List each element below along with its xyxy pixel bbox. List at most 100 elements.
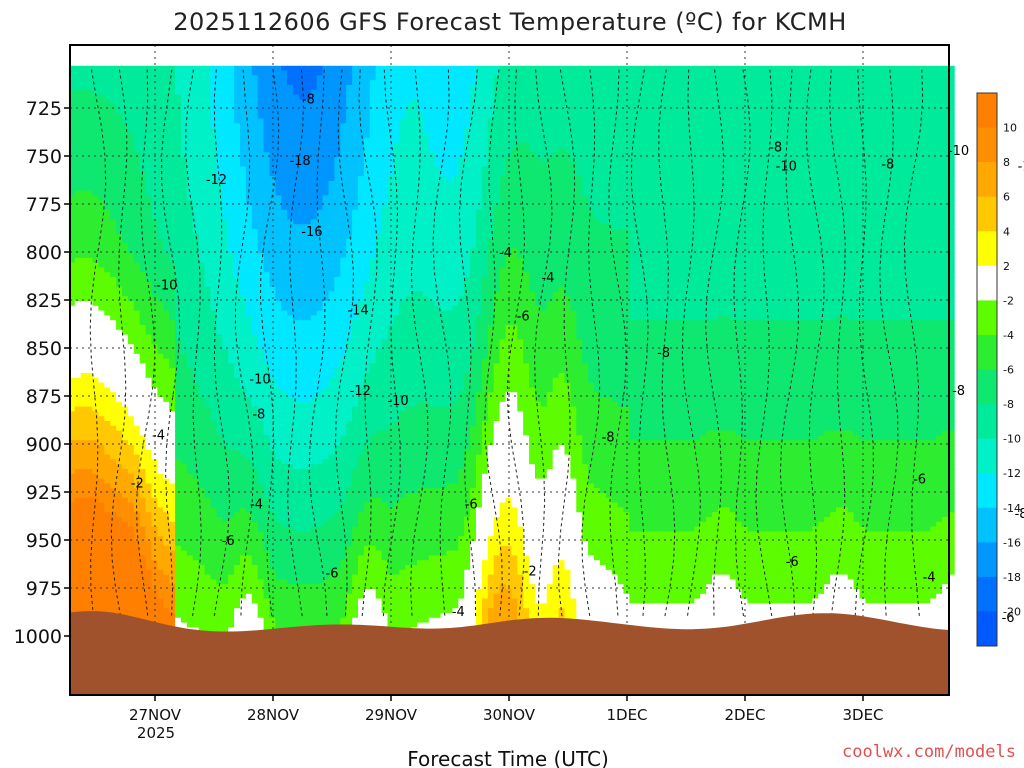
heat-cell xyxy=(181,579,188,585)
heat-cell xyxy=(228,123,235,129)
heat-cell xyxy=(222,589,229,595)
heat-cell xyxy=(116,416,123,422)
heat-cell xyxy=(151,185,159,192)
heat-cell xyxy=(116,75,123,81)
heat-cell xyxy=(175,440,182,446)
heat-cell xyxy=(68,229,76,235)
heat-cell xyxy=(293,598,300,605)
heat-cell xyxy=(245,617,253,624)
heat-cell xyxy=(269,219,277,225)
heat-cell xyxy=(275,89,283,96)
heat-cell xyxy=(234,584,241,590)
heat-cell xyxy=(210,445,218,451)
heat-cell xyxy=(80,584,88,590)
heat-cell xyxy=(133,598,141,605)
heat-cell xyxy=(104,478,111,485)
heat-cell xyxy=(240,262,247,269)
heat-cell xyxy=(68,118,76,125)
heat-cell xyxy=(204,85,212,91)
heat-cell xyxy=(169,445,176,451)
heat-cell xyxy=(86,574,94,581)
heat-cell xyxy=(163,181,170,187)
heat-cell xyxy=(127,430,135,437)
heat-cell xyxy=(169,113,176,120)
heat-cell xyxy=(157,291,165,297)
heat-cell xyxy=(204,478,212,485)
heat-cell xyxy=(122,536,129,542)
heat-cell xyxy=(175,469,182,475)
heat-cell xyxy=(198,565,206,571)
heat-cell xyxy=(181,147,188,153)
heat-cell xyxy=(133,593,141,600)
heat-cell xyxy=(80,214,88,221)
heat-cell xyxy=(310,195,318,201)
heat-cell xyxy=(281,85,288,91)
heat-cell xyxy=(110,109,117,115)
heat-cell xyxy=(222,473,229,480)
heat-cell xyxy=(92,555,100,561)
heat-cell xyxy=(110,133,117,139)
heat-cell xyxy=(210,70,218,77)
heat-cell xyxy=(245,613,253,619)
heat-cell xyxy=(92,267,100,273)
heat-cell xyxy=(74,195,82,201)
heat-cell xyxy=(240,195,247,201)
heat-cell xyxy=(110,363,117,369)
heat-cell xyxy=(245,248,253,254)
heat-cell xyxy=(92,517,100,523)
heat-cell xyxy=(287,157,294,163)
heat-cell xyxy=(281,329,288,336)
heat-cell xyxy=(139,550,147,557)
heat-cell xyxy=(304,574,312,581)
heat-cell xyxy=(198,397,206,403)
heat-cell xyxy=(80,401,88,408)
heat-cell xyxy=(198,142,206,149)
heat-cell xyxy=(263,449,271,456)
heat-cell xyxy=(281,133,288,139)
heat-cell xyxy=(257,123,265,129)
heat-cell xyxy=(163,392,170,398)
heat-cell xyxy=(263,517,271,523)
heat-cell xyxy=(293,185,300,192)
heat-cell xyxy=(310,224,318,230)
heat-cell xyxy=(257,176,265,182)
heat-cell xyxy=(251,65,259,72)
heat-cell xyxy=(157,377,165,384)
heat-cell xyxy=(304,445,312,451)
heat-cell xyxy=(304,253,312,259)
heat-cell xyxy=(222,181,229,187)
heat-cell xyxy=(104,262,111,269)
heat-cell xyxy=(98,507,106,513)
heat-cell xyxy=(204,411,212,417)
heat-cell xyxy=(74,603,82,609)
heat-cell xyxy=(181,248,188,254)
heat-cell xyxy=(240,286,247,293)
heat-cell xyxy=(80,190,88,197)
heat-cell xyxy=(204,421,212,427)
heat-cell xyxy=(98,353,106,360)
heat-cell xyxy=(110,301,117,307)
heat-cell xyxy=(104,387,111,393)
heat-cell xyxy=(281,608,288,614)
heat-cell xyxy=(251,416,259,422)
heat-cell xyxy=(92,161,100,168)
heat-cell xyxy=(263,253,271,259)
heat-cell xyxy=(257,613,265,619)
heat-cell xyxy=(192,320,200,326)
heat-cell xyxy=(216,224,224,230)
heat-cell xyxy=(104,75,111,81)
heat-cell xyxy=(293,464,300,470)
heat-cell xyxy=(74,449,82,456)
heat-cell xyxy=(104,142,111,149)
heat-cell xyxy=(74,454,82,461)
heat-cell xyxy=(80,176,88,182)
heat-cell xyxy=(139,569,147,576)
heat-cell xyxy=(299,579,306,585)
heat-cell xyxy=(104,315,111,321)
heat-cell xyxy=(240,70,247,77)
heat-cell xyxy=(74,161,82,168)
heat-cell xyxy=(133,214,141,221)
heat-cell xyxy=(127,133,135,139)
heat-cell xyxy=(74,502,82,509)
heat-cell xyxy=(110,176,117,182)
